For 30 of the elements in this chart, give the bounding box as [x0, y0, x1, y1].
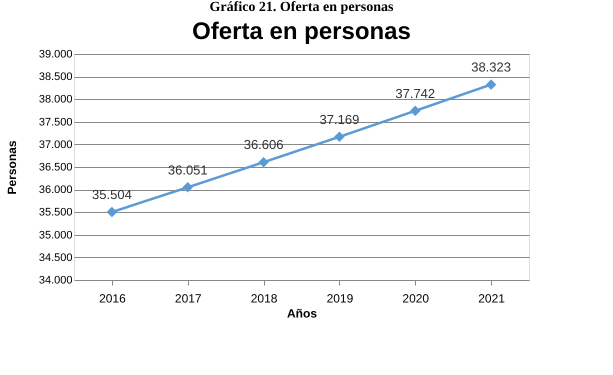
point	[486, 79, 496, 90]
y-tick-label: 34.500	[38, 252, 72, 264]
x-tick-label: 2017	[174, 292, 202, 306]
x-tick-label: 2016	[99, 292, 126, 306]
x-tick-label: 2020	[402, 292, 430, 306]
y-axis-title: Personas	[4, 140, 19, 195]
point	[106, 206, 118, 218]
y-tick-label: 38.500	[38, 71, 72, 84]
x-axis-title: Años	[287, 306, 318, 320]
point	[334, 132, 345, 142]
x-tick-label: 2018	[250, 292, 278, 306]
data-label: 35.504	[92, 187, 132, 202]
text: Gráfico 21. Oferta en personas	[210, 0, 394, 15]
point	[258, 156, 269, 168]
y-tick-label: 39.000	[38, 48, 72, 60]
chart-title: Oferta en personas	[192, 18, 411, 45]
x-tick-label: 2021	[478, 292, 506, 306]
y-tick-label: 36.500	[38, 162, 72, 174]
y-tick-label: 37.000	[38, 138, 72, 151]
y-tick-label: 37.500	[38, 116, 72, 128]
y-tick-label: 34.000	[38, 274, 72, 286]
y-tick-label: 36.000	[38, 184, 72, 196]
x-tick-label: 2019	[326, 292, 354, 306]
y-tick-label: 35.500	[38, 206, 72, 219]
point	[410, 106, 420, 116]
data-label: 37.742	[395, 86, 436, 101]
y-tick-label: 38.000	[38, 94, 72, 106]
data-label: 38.323	[471, 60, 511, 75]
y-tick-label: 35.000	[38, 229, 72, 242]
point	[182, 182, 193, 193]
